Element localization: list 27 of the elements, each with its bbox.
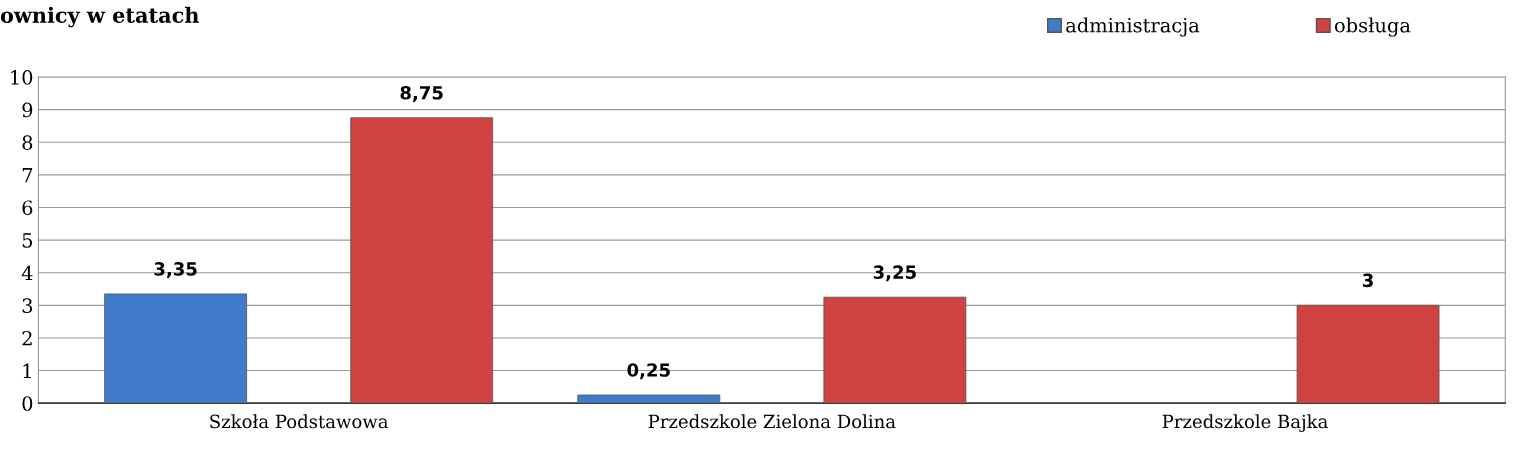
y-tick-label: 4 — [21, 265, 33, 281]
bar — [104, 293, 248, 404]
bar — [577, 394, 721, 404]
y-tick-label: 10 — [11, 69, 33, 85]
data-label: 3,25 — [873, 265, 916, 282]
y-tick-label: 8 — [22, 135, 33, 150]
bar — [350, 117, 494, 404]
x-tick-label: Przedszkole Zielona Dolina — [648, 414, 896, 429]
data-label: 3 — [1362, 273, 1373, 288]
y-tick-label: 5 — [22, 233, 33, 248]
data-label: 0,25 — [627, 363, 670, 380]
y-tick-label: 3 — [22, 298, 33, 313]
legend-label: obsługa — [1334, 17, 1411, 37]
x-tick-label: Przedszkole Bajka — [1162, 414, 1328, 433]
bar — [1296, 304, 1440, 404]
y-tick-label: 2 — [22, 330, 32, 346]
y-tick-label: 1 — [23, 363, 31, 378]
data-label: 3,35 — [154, 262, 197, 279]
data-label: 8,75 — [400, 85, 443, 102]
x-tick-label: Szkoła Podstawowa — [210, 414, 389, 429]
y-tick-label: 0 — [22, 396, 33, 411]
chart-title: ownicy w etatach — [0, 6, 199, 28]
bar — [823, 296, 967, 404]
legend-label: administracja — [1066, 17, 1200, 37]
y-tick-label: 7 — [22, 168, 33, 183]
y-tick-label: 6 — [22, 200, 33, 216]
y-tick-label: 9 — [22, 102, 33, 118]
